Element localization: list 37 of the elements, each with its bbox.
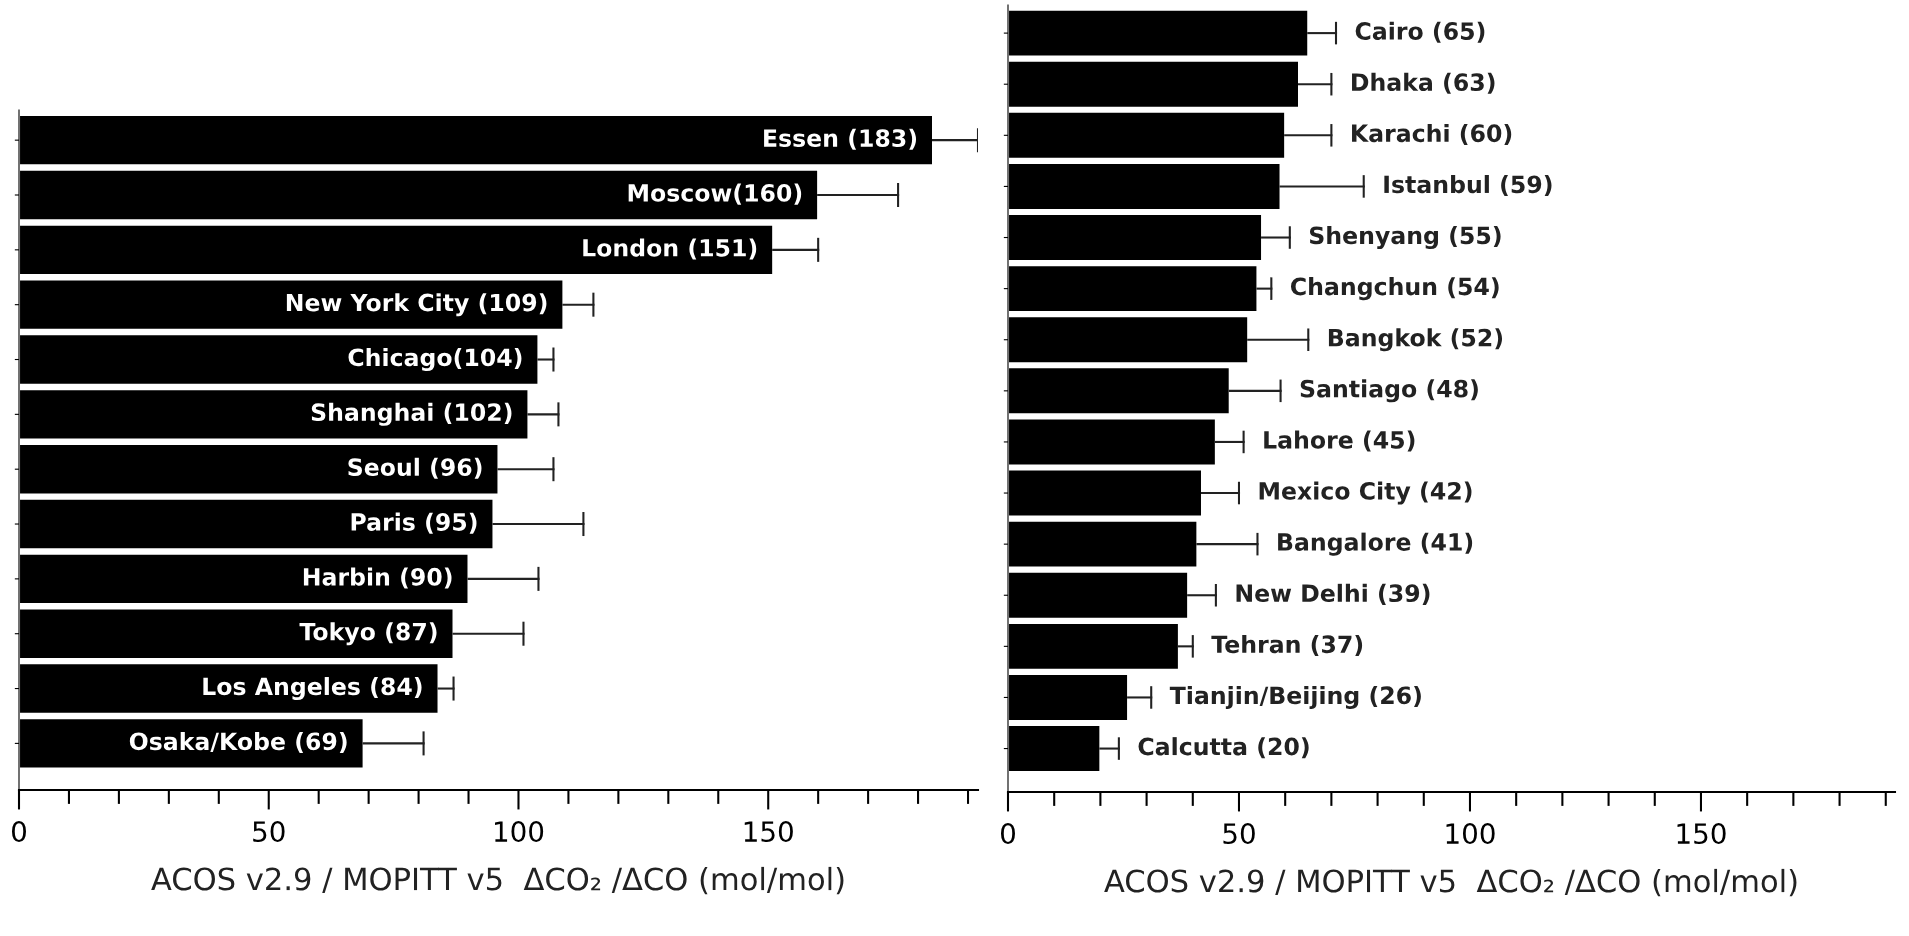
y-tick-label: Karachi (60) [1352, 123, 1512, 145]
y-tick-label: Mexico City (42) [1259, 481, 1472, 505]
y-tick-label: Chicago(104) [348, 348, 522, 372]
y-tick-label: Lahore (45) [1264, 430, 1415, 452]
x-tick-label: 150 [744, 821, 793, 843]
y-tick-label: Paris (95) [351, 512, 477, 534]
x-axis-title: ACOS v2.9 / MOPITT v5 ΔCO₂ /ΔCO (mol/mol) [1104, 868, 1797, 897]
x-axis-title: ACOS v2.9 / MOPITT v5 ΔCO₂ /ΔCO (mol/mol) [151, 866, 844, 895]
y-tick-label: Osaka/Kobe (69) [129, 731, 347, 754]
y-tick-label: Shanghai (102) [311, 402, 512, 426]
y-tick-label: Cairo (65) [1355, 21, 1485, 43]
y-tick-label: Essen (183) [764, 128, 917, 150]
y-tick-label: Bangkok (52) [1328, 328, 1503, 352]
x-tick-label: 50 [1223, 823, 1255, 845]
y-tick-label: Tehran (37) [1211, 634, 1363, 656]
x-tick-label: 100 [1446, 823, 1495, 845]
x-tick-label: 50 [253, 821, 285, 843]
y-tick-label: London (151) [583, 238, 757, 260]
x-tick-label: 0 [1000, 823, 1015, 845]
y-tick-label: Santiago (48) [1300, 379, 1478, 403]
y-tick-label: Tianjin/Beijing (26) [1169, 685, 1421, 709]
y-tick-label: Seoul (96) [348, 457, 482, 479]
y-tick-label: Los Angeles (84) [203, 677, 422, 701]
y-tick-label: Tokyo (87) [299, 622, 437, 646]
y-tick-label: Calcutta (20) [1138, 737, 1309, 759]
y-tick-label: New Delhi (39) [1236, 583, 1430, 605]
x-tick-label: 0 [11, 821, 26, 843]
y-tick-label: Harbin (90) [303, 567, 452, 589]
x-tick-label: 150 [1677, 823, 1726, 845]
y-tick-label: Istanbul (59) [1384, 174, 1552, 197]
y-tick-label: Dhaka (63) [1352, 72, 1495, 94]
y-tick-label: Bangalore (41) [1278, 532, 1473, 556]
y-tick-label: New York City (109) [286, 293, 547, 317]
x-tick-label: 100 [495, 821, 544, 843]
y-tick-label: Moscow(160) [628, 183, 802, 205]
y-tick-label: Shenyang (55) [1309, 226, 1501, 250]
y-tick-label: Changchun (54) [1290, 277, 1499, 301]
